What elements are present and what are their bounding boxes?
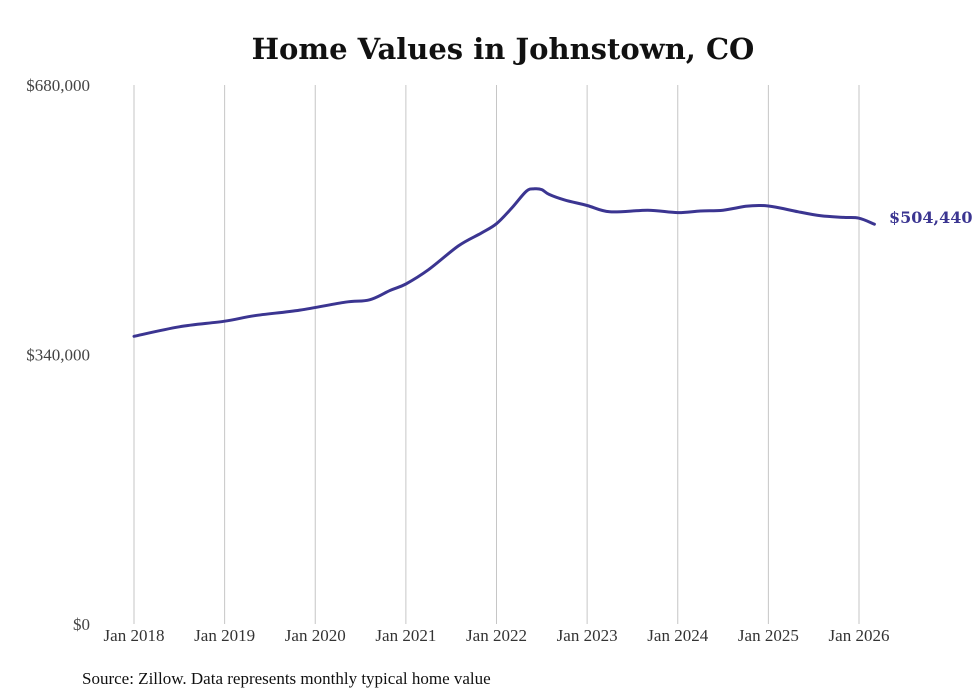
x-tick-label: Jan 2024 [647, 626, 708, 645]
x-tick-label: Jan 2018 [104, 626, 165, 645]
y-axis: $0 $340,000 $680,000 [26, 76, 90, 634]
x-tick-label: Jan 2025 [738, 626, 799, 645]
x-tick-label: Jan 2020 [285, 626, 346, 645]
chart-title: Home Values in Johnstown, CO [252, 32, 755, 66]
series-layer [132, 187, 876, 338]
x-tick-label: Jan 2021 [375, 626, 436, 645]
x-axis: Jan 2018 Jan 2019 Jan 2020 Jan 2021 Jan 2022… [104, 626, 890, 645]
x-tick-label: Jan 2019 [194, 626, 255, 645]
y-tick-label: $0 [73, 615, 90, 634]
x-tick-label: Jan 2023 [557, 626, 618, 645]
x-tick-label: Jan 2022 [466, 626, 527, 645]
series-line [132, 187, 876, 338]
y-tick-label: $340,000 [26, 346, 90, 365]
source-note: Source: Zillow. Data represents monthly … [82, 669, 491, 688]
x-tick-label: Jan 2026 [829, 626, 890, 645]
end-value-label: $504,440 [889, 208, 973, 227]
grid-lines [133, 85, 860, 624]
y-tick-label: $680,000 [26, 76, 90, 95]
